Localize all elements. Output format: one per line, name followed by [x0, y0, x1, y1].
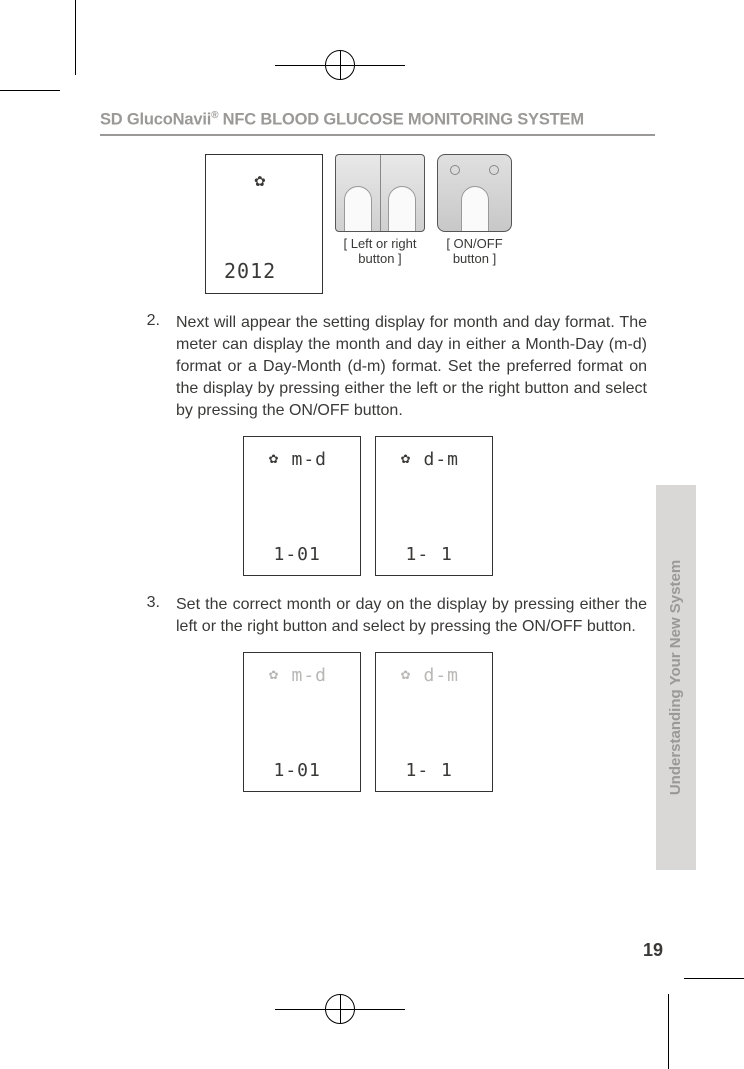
- lcd-format-md: m-d: [292, 449, 328, 470]
- crop-mark: [75, 0, 76, 75]
- registration-mark-top: [275, 40, 405, 90]
- gear-icon: ✿: [269, 668, 279, 682]
- step-3-text: Set the correct month or day on the disp…: [176, 594, 655, 638]
- lcd-dm-display-2: ✿ d-m 1- 1: [375, 652, 493, 792]
- lcd-date-md: 1-01: [274, 544, 321, 565]
- crop-mark: [684, 978, 744, 979]
- header-suffix: NFC BLOOD GLUCOSE MONITORING SYSTEM: [218, 111, 584, 129]
- lcd-date-md: 1-01: [274, 760, 321, 781]
- lcd-row-1: ✿ m-d 1-01 ✿ d-m 1- 1: [80, 436, 655, 576]
- crop-mark: [668, 994, 669, 1069]
- crop-mark: [0, 90, 60, 91]
- top-display-row: ✿ 2012 [ Left or right button ] [ ON/OFF: [205, 154, 655, 294]
- step-2-text: Next will appear the setting display for…: [176, 312, 655, 422]
- lcd-md-display-2: ✿ m-d 1-01: [243, 652, 361, 792]
- left-right-button-illustration: [ Left or right button ]: [335, 154, 425, 267]
- lcd-format-md: m-d: [292, 665, 328, 686]
- gear-icon: ✿: [401, 668, 411, 682]
- lcd-year-display: ✿ 2012: [205, 154, 323, 294]
- gear-icon: ✿: [254, 173, 266, 190]
- onoff-button-label: [ ON/OFF button ]: [446, 236, 502, 267]
- section-tab-label: Understanding Your New System: [668, 560, 685, 795]
- step-3-number: 3.: [140, 594, 160, 638]
- lcd-dm-display: ✿ d-m 1- 1: [375, 436, 493, 576]
- gear-icon: ✿: [401, 452, 411, 466]
- step-2-number: 2.: [140, 312, 160, 422]
- lcd-date-dm: 1- 1: [406, 544, 453, 565]
- onoff-button-illustration: [ ON/OFF button ]: [437, 154, 512, 267]
- gear-icon: ✿: [269, 452, 279, 466]
- section-tab: Understanding Your New System: [656, 485, 696, 870]
- step-2: 2. Next will appear the setting display …: [100, 312, 655, 422]
- lcd-format-dm: d-m: [424, 449, 460, 470]
- header-prefix: SD GlucoNavii: [100, 111, 211, 129]
- lcd-year-value: 2012: [224, 259, 276, 283]
- lcd-row-2: ✿ m-d 1-01 ✿ d-m 1- 1: [80, 652, 655, 792]
- lcd-format-dm: d-m: [424, 665, 460, 686]
- page-header: SD GlucoNavii® NFC BLOOD GLUCOSE MONITOR…: [100, 110, 655, 136]
- device-onoff-image: [437, 154, 512, 232]
- registration-mark-bottom: [275, 984, 405, 1034]
- device-lr-image: [335, 154, 425, 232]
- lcd-date-dm: 1- 1: [406, 760, 453, 781]
- lr-button-label: [ Left or right button ]: [344, 236, 417, 267]
- lcd-md-display: ✿ m-d 1-01: [243, 436, 361, 576]
- step-3: 3. Set the correct month or day on the d…: [100, 594, 655, 638]
